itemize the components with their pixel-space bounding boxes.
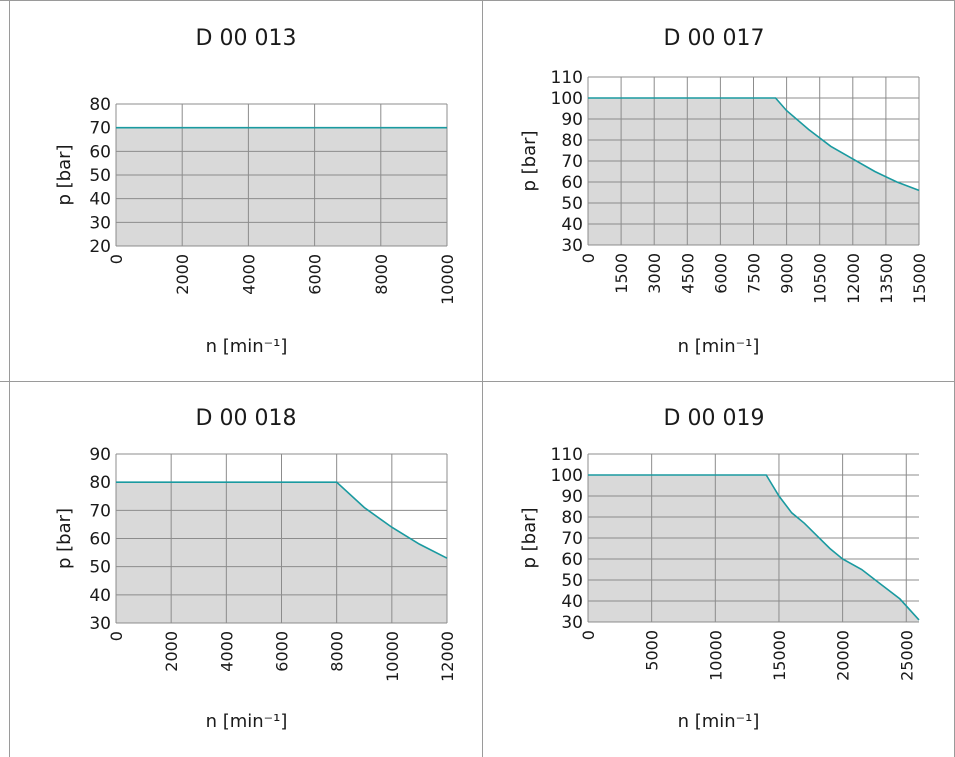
- x-tick-label: 13500: [877, 253, 896, 304]
- chart-title: D 00 018: [196, 406, 297, 431]
- x-axis-label: n [min⁻¹]: [678, 711, 760, 732]
- chart-2: 30 40 50 60 70 80 90 0 2000 4000 6000 8000 10000 1200…: [54, 406, 457, 732]
- y-tick-label: 80: [89, 473, 111, 493]
- x-tick-label: 10000: [383, 631, 402, 682]
- x-tick-label: 15000: [770, 630, 789, 681]
- x-tick-label: 5000: [643, 630, 662, 671]
- chart-0: 20 30 40 50 60 70 80 0 2000 4000 6000 8000 10000 D 00…: [54, 26, 457, 357]
- x-tick-label: 6000: [306, 254, 325, 295]
- x-tick-label: 12000: [844, 253, 863, 304]
- y-tick-label: 30: [561, 613, 583, 633]
- y-tick-label: 90: [561, 110, 583, 130]
- outer-border-top: [0, 0, 955, 1]
- chart-title: D 00 017: [664, 26, 765, 51]
- y-tick-label: 40: [561, 215, 583, 235]
- y-tick-label: 100: [551, 89, 583, 109]
- x-tick-label: 15000: [910, 253, 929, 304]
- y-axis-label: p [bar]: [54, 144, 75, 205]
- x-tick-label: 6000: [711, 253, 730, 294]
- y-tick-label: 40: [561, 592, 583, 612]
- y-tick-label: 60: [561, 173, 583, 193]
- y-tick-label: 50: [89, 558, 111, 578]
- series-line: [588, 474, 920, 621]
- x-tick-label: 8000: [372, 254, 391, 295]
- y-axis-label: p [bar]: [519, 130, 540, 191]
- chart-title: D 00 013: [196, 26, 297, 51]
- y-tick-label: 60: [561, 550, 583, 570]
- y-tick-label: 110: [551, 445, 583, 465]
- chart-title: D 00 019: [664, 406, 765, 431]
- y-tick-label: 110: [551, 68, 583, 88]
- area-fill: [588, 475, 919, 622]
- x-tick-label: 8000: [328, 631, 347, 672]
- y-tick-label: 80: [89, 95, 111, 115]
- x-tick-label: 6000: [273, 631, 292, 672]
- x-tick-label: 4000: [239, 254, 258, 295]
- x-tick-label: 1500: [612, 253, 631, 294]
- y-tick-label: 50: [561, 571, 583, 591]
- y-tick-label: 100: [551, 466, 583, 486]
- x-tick-label: 25000: [897, 630, 916, 681]
- x-tick-label: 10500: [811, 253, 830, 304]
- x-axis-label: n [min⁻¹]: [678, 336, 760, 357]
- y-tick-label: 70: [561, 152, 583, 172]
- y-tick-label: 40: [89, 190, 111, 210]
- x-tick-label: 20000: [834, 630, 853, 681]
- vertical-divider: [482, 0, 483, 757]
- y-tick-label: 20: [89, 237, 111, 257]
- x-tick-label: 0: [579, 630, 598, 640]
- x-tick-label: 0: [107, 631, 126, 641]
- series-line: [116, 481, 448, 559]
- outer-border-left: [9, 0, 10, 757]
- x-axis-label: n [min⁻¹]: [206, 336, 288, 357]
- y-tick-label: 70: [89, 119, 111, 139]
- y-tick-label: 40: [89, 586, 111, 606]
- horizontal-divider: [0, 381, 955, 382]
- y-tick-label: 80: [561, 508, 583, 528]
- y-tick-label: 60: [89, 530, 111, 550]
- x-tick-label: 10000: [438, 254, 457, 305]
- x-tick-label: 4500: [678, 253, 697, 294]
- y-tick-label: 90: [89, 445, 111, 465]
- x-tick-label: 2000: [173, 254, 192, 295]
- y-axis-label: p [bar]: [519, 507, 540, 568]
- x-tick-label: 7500: [745, 253, 764, 294]
- x-tick-label: 3000: [645, 253, 664, 294]
- y-tick-label: 70: [89, 501, 111, 521]
- y-tick-label: 50: [561, 194, 583, 214]
- x-tick-label: 4000: [217, 631, 236, 672]
- y-tick-label: 30: [89, 213, 111, 233]
- y-tick-label: 30: [89, 614, 111, 634]
- area-fill: [116, 127, 447, 246]
- y-tick-label: 70: [561, 529, 583, 549]
- y-tick-label: 60: [89, 142, 111, 162]
- series-line: [588, 97, 920, 192]
- x-tick-label: 10000: [706, 630, 725, 681]
- x-axis-label: n [min⁻¹]: [206, 711, 288, 732]
- y-tick-label: 30: [561, 236, 583, 256]
- y-tick-label: 90: [561, 487, 583, 507]
- x-tick-label: 2000: [162, 631, 181, 672]
- x-tick-label: 9000: [778, 253, 797, 294]
- y-tick-label: 50: [89, 166, 111, 186]
- x-tick-label: 0: [107, 254, 126, 264]
- y-tick-label: 80: [561, 131, 583, 151]
- x-tick-label: 12000: [438, 631, 457, 682]
- y-axis-label: p [bar]: [54, 508, 75, 569]
- x-tick-label: 0: [579, 253, 598, 263]
